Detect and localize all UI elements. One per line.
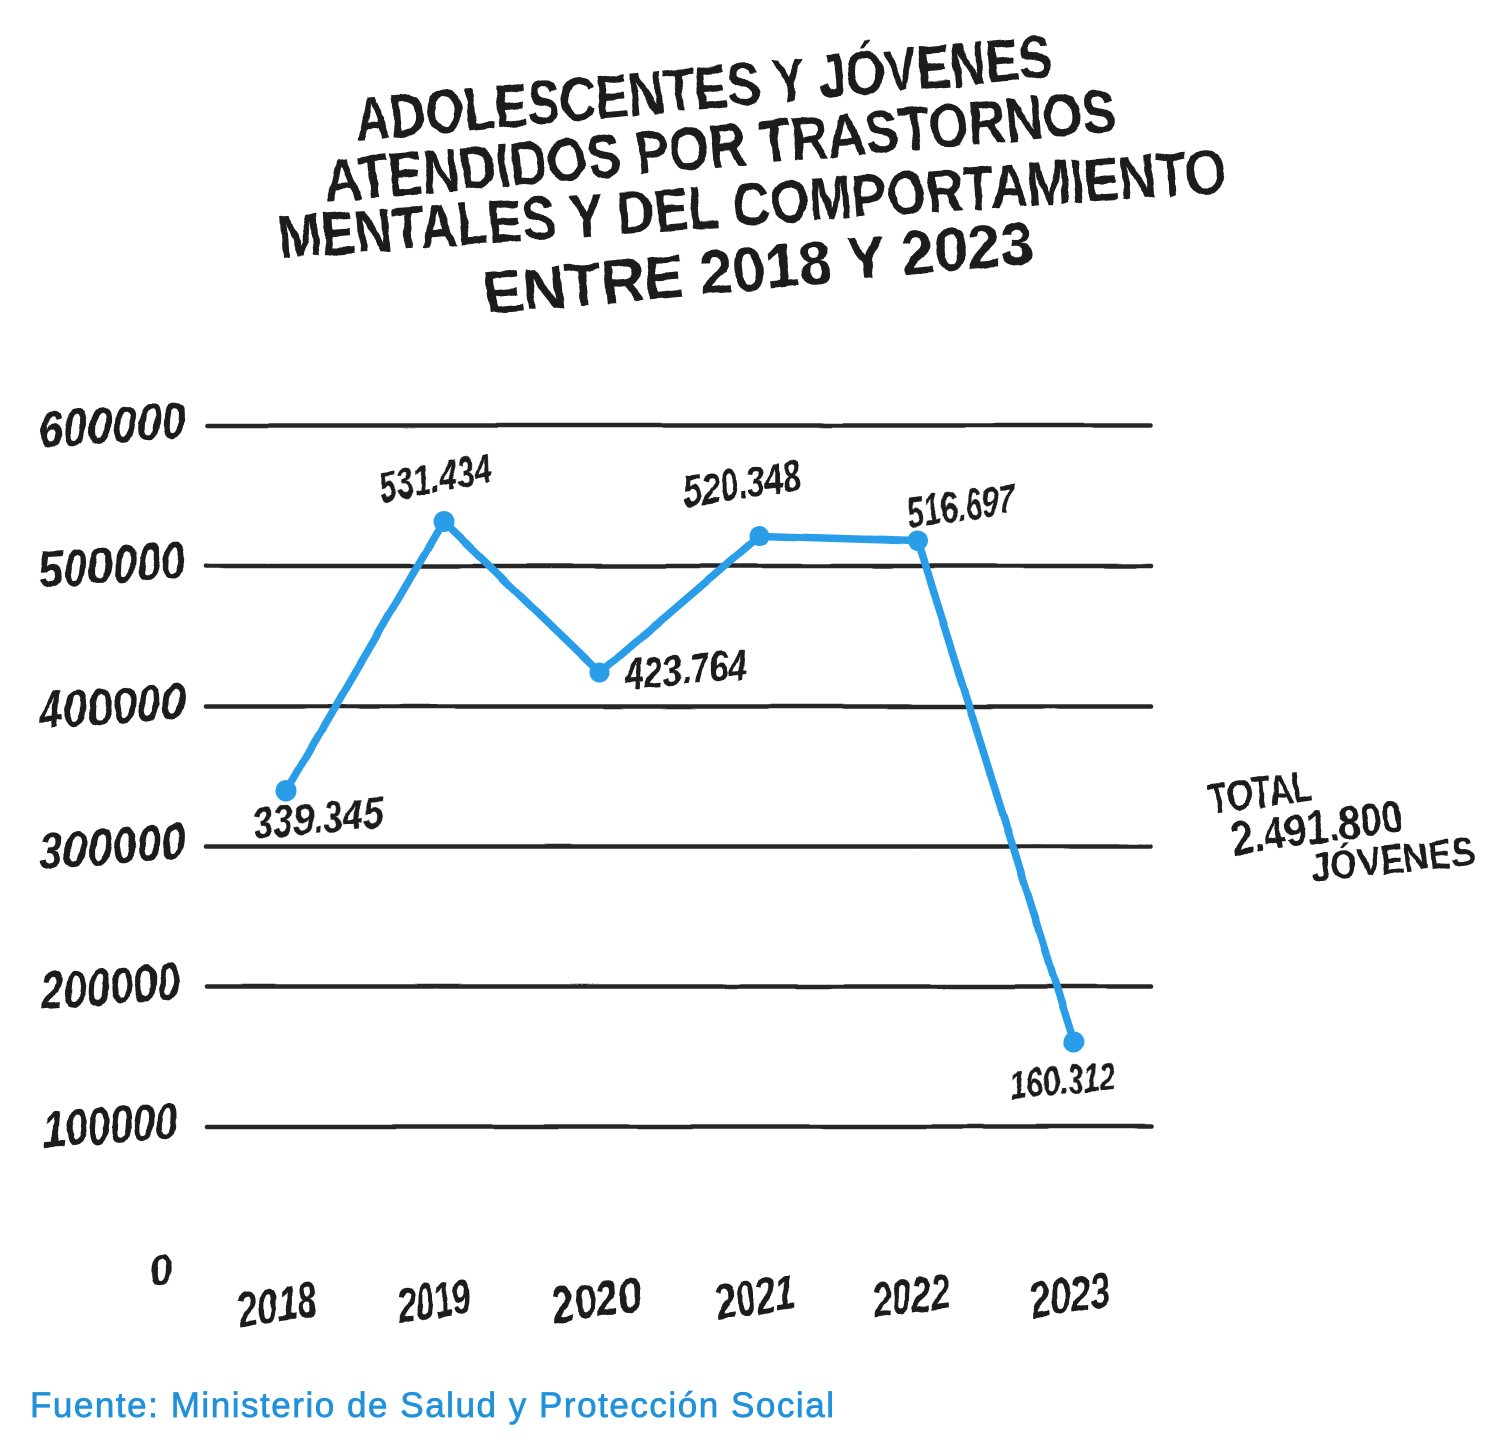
svg-text:2022: 2022 xyxy=(868,1263,953,1329)
svg-text:200000: 200000 xyxy=(37,953,182,1021)
svg-text:300000: 300000 xyxy=(36,813,188,881)
svg-text:400000: 400000 xyxy=(35,673,188,741)
svg-text:2020: 2020 xyxy=(547,1266,645,1334)
svg-text:423.764: 423.764 xyxy=(622,641,749,699)
svg-text:339.345: 339.345 xyxy=(251,788,386,848)
svg-text:160.312: 160.312 xyxy=(1008,1054,1118,1107)
svg-text:2018: 2018 xyxy=(233,1272,321,1339)
svg-text:2023: 2023 xyxy=(1025,1262,1114,1329)
svg-text:600000: 600000 xyxy=(36,392,188,460)
svg-text:2019: 2019 xyxy=(393,1268,475,1334)
svg-text:100000: 100000 xyxy=(41,1092,180,1159)
svg-text:Fuente: Ministerio de Salud y: Fuente: Ministerio de Salud y Protección… xyxy=(30,1386,834,1425)
svg-text:500000: 500000 xyxy=(36,532,188,600)
svg-text:2021: 2021 xyxy=(711,1264,799,1331)
